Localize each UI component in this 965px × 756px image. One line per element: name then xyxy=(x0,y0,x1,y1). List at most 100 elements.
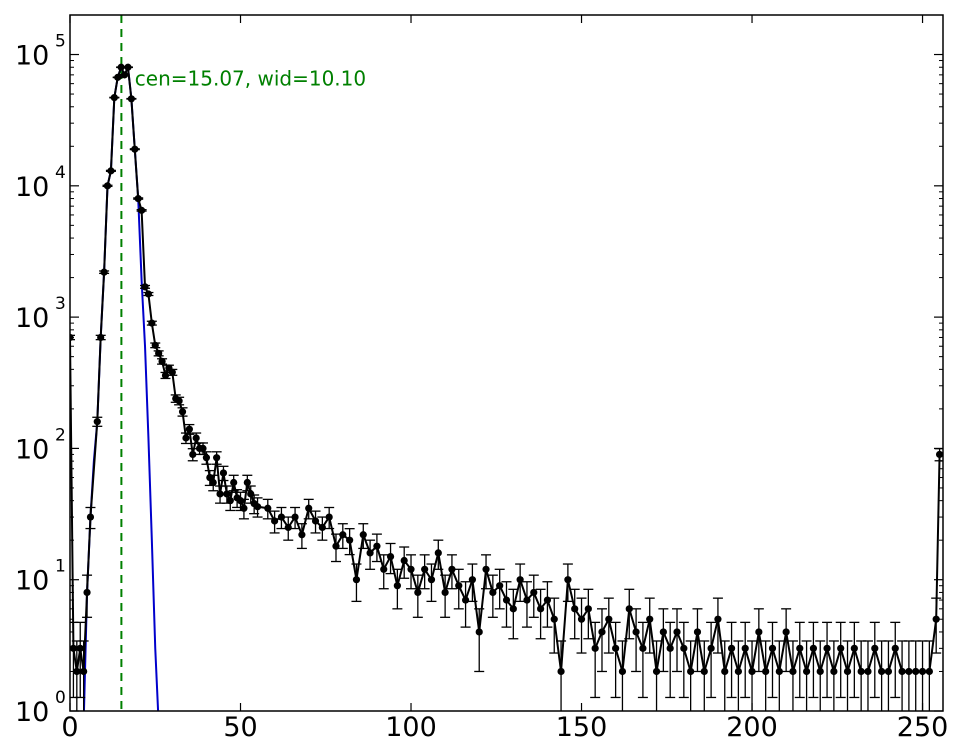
data-point xyxy=(680,644,688,652)
data-point xyxy=(639,644,647,652)
data-point xyxy=(175,397,183,405)
data-point xyxy=(243,478,251,487)
data-point xyxy=(131,145,139,153)
data-point xyxy=(598,628,606,636)
data-point xyxy=(127,95,135,103)
y-tick-exponent: 5 xyxy=(55,32,66,52)
data-point xyxy=(155,349,163,357)
data-point xyxy=(748,667,756,676)
data-line xyxy=(70,63,941,676)
data-point xyxy=(925,667,933,676)
data-point xyxy=(359,531,367,539)
data-point xyxy=(93,418,101,426)
data-point xyxy=(305,504,313,512)
data-point xyxy=(884,667,893,676)
data-point xyxy=(898,667,906,676)
data-point xyxy=(110,93,118,102)
data-point xyxy=(802,667,811,676)
data-point xyxy=(97,333,105,342)
y-tick-exponent: 0 xyxy=(55,688,66,708)
data-point xyxy=(659,628,667,636)
data-point xyxy=(891,644,899,652)
data-point xyxy=(468,576,476,584)
data-point xyxy=(762,667,770,676)
data-point xyxy=(240,504,248,512)
data-point xyxy=(796,644,804,652)
data-point xyxy=(461,596,470,604)
data-point xyxy=(523,596,531,604)
data-point xyxy=(537,605,545,613)
data-point xyxy=(277,513,286,521)
data-point xyxy=(502,596,511,604)
data-point xyxy=(789,667,797,676)
data-point xyxy=(823,644,831,652)
data-point xyxy=(687,667,695,676)
data-point xyxy=(516,576,524,584)
data-point xyxy=(318,523,326,532)
data-point xyxy=(734,667,742,676)
data-point xyxy=(448,565,456,573)
data-point xyxy=(830,667,838,676)
data-point xyxy=(339,531,347,539)
data-point xyxy=(434,549,442,557)
data-point xyxy=(932,615,940,623)
data-point xyxy=(178,408,187,416)
data-point xyxy=(352,576,361,584)
data-point xyxy=(158,357,166,365)
y-tick-label: 10 xyxy=(15,41,49,72)
data-point xyxy=(727,644,736,652)
x-tick-label: 200 xyxy=(726,712,778,743)
data-point xyxy=(816,667,824,676)
data-point xyxy=(482,565,490,573)
fit-annotation: cen=15.07, wid=10.10 xyxy=(135,67,366,91)
plot-frame xyxy=(69,14,944,712)
data-point xyxy=(666,644,674,652)
data-point xyxy=(591,644,599,652)
data-point xyxy=(571,605,579,613)
data-point xyxy=(857,667,865,676)
data-point xyxy=(864,667,872,676)
data-point xyxy=(871,644,879,652)
data-point xyxy=(253,503,262,511)
y-tick-exponent: 1 xyxy=(55,557,66,577)
y-tick-label: 10 xyxy=(15,172,49,203)
data-point xyxy=(264,504,272,512)
data-point xyxy=(400,556,408,565)
y-tick-label: 10 xyxy=(15,303,49,334)
data-point xyxy=(76,644,84,652)
data-point xyxy=(530,588,538,597)
data-point xyxy=(247,490,255,498)
data-point xyxy=(366,549,374,557)
data-point xyxy=(380,565,388,573)
data-point xyxy=(905,667,913,676)
data-point xyxy=(124,63,132,71)
data-point xyxy=(584,605,592,613)
data-point xyxy=(605,615,613,623)
data-point xyxy=(151,341,159,349)
data-point xyxy=(219,469,228,477)
data-point xyxy=(843,667,852,676)
data-point xyxy=(427,576,436,584)
data-point xyxy=(441,588,449,597)
data-point xyxy=(673,628,681,636)
data-point xyxy=(161,371,170,379)
data-point xyxy=(86,513,95,521)
data-point xyxy=(775,667,783,676)
data-point xyxy=(741,644,749,652)
data-point xyxy=(646,615,654,623)
data-point xyxy=(850,644,858,652)
y-tick-exponent: 4 xyxy=(55,163,66,183)
x-tick-label: 0 xyxy=(61,712,78,743)
data-point xyxy=(236,497,245,505)
data-point xyxy=(782,628,790,636)
data-point xyxy=(837,644,845,652)
data-point xyxy=(700,667,708,676)
data-point xyxy=(393,582,401,590)
data-point xyxy=(189,450,197,459)
data-point xyxy=(489,588,497,597)
data-point xyxy=(475,628,483,636)
data-point xyxy=(625,605,633,613)
data-point xyxy=(407,565,415,573)
data-point xyxy=(455,582,463,590)
